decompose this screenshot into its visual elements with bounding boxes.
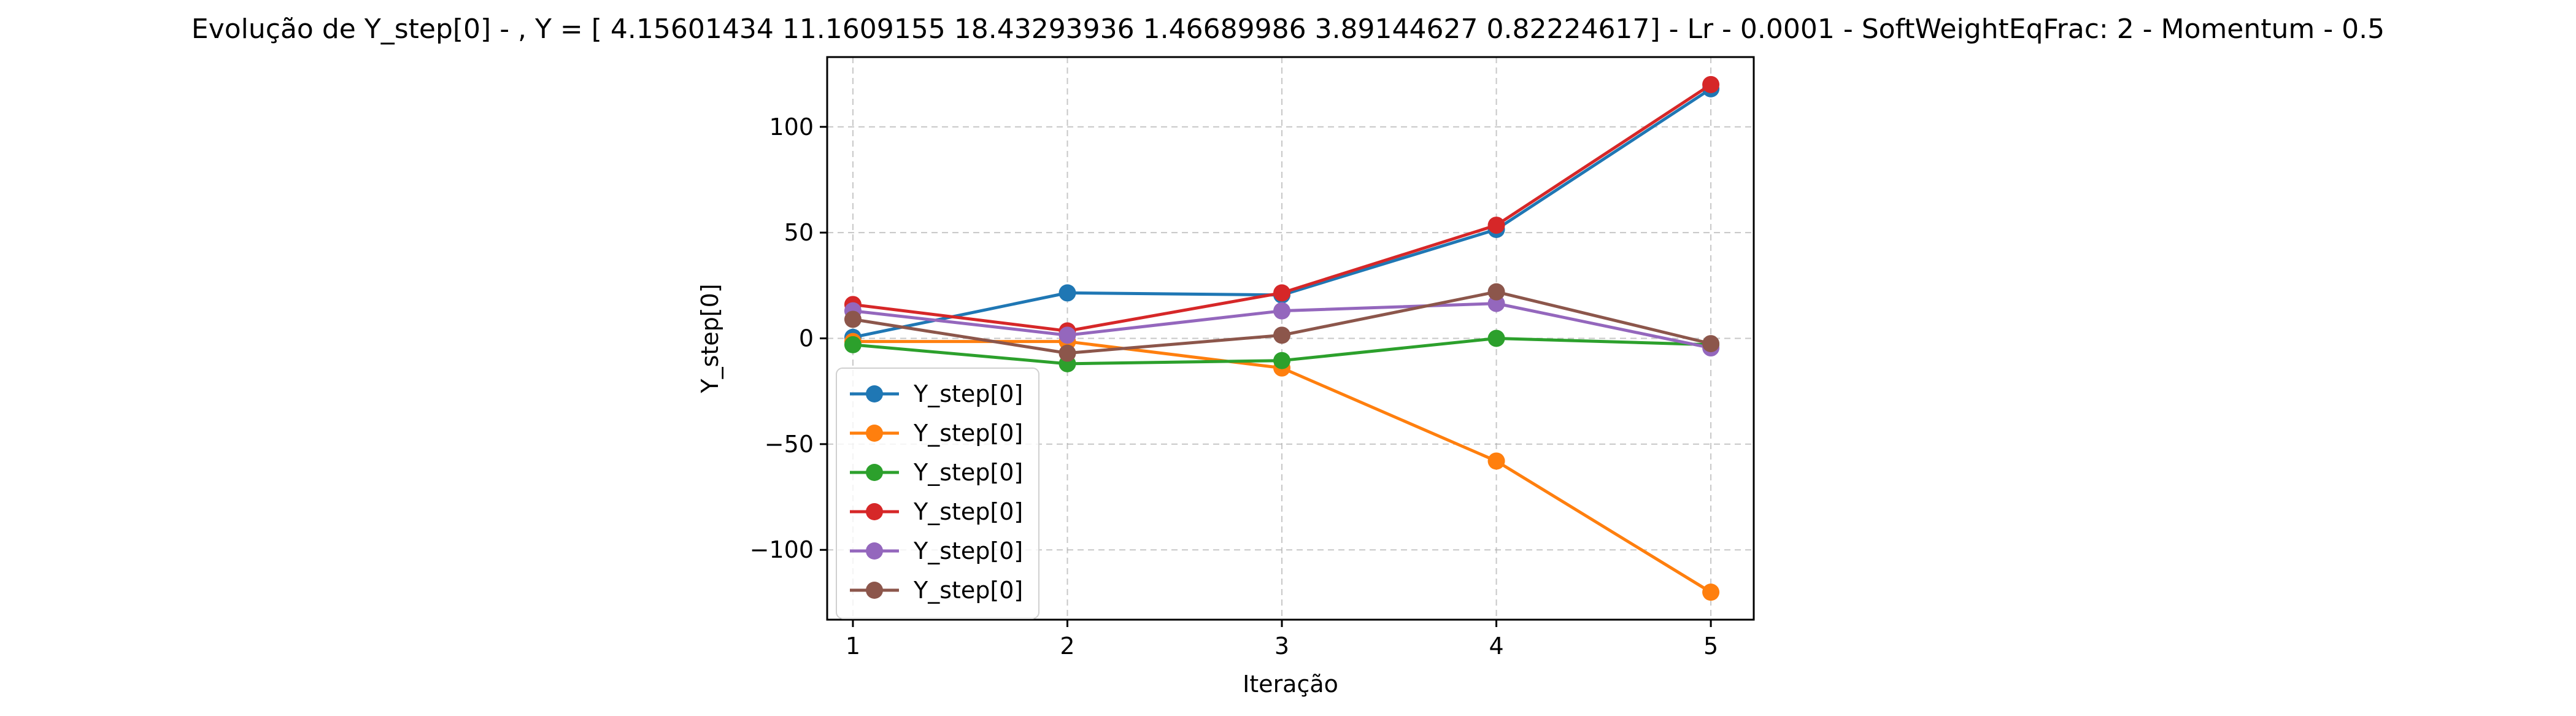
legend-label: Y_step[0] — [913, 380, 1023, 407]
data-point — [1273, 352, 1291, 369]
legend-marker — [866, 385, 883, 402]
legend-label: Y_step[0] — [913, 498, 1023, 525]
legend: Y_step[0] Y_step[0] Y_step[0] Y_step[0] Y_st… — [836, 368, 1039, 619]
series-6 — [844, 283, 1720, 362]
y-tick-label: −50 — [765, 431, 814, 458]
data-point — [1059, 326, 1076, 344]
x-tick-label: 5 — [1703, 633, 1718, 660]
x-axis-label: Iteração — [1243, 671, 1338, 698]
legend-marker — [866, 542, 883, 560]
legend-label: Y_step[0] — [913, 537, 1023, 564]
data-point — [1702, 75, 1720, 93]
data-point — [844, 336, 862, 353]
legend-marker — [866, 582, 883, 599]
axis-ticks: 1 2 3 4 5 −100 −50 0 50 100 — [750, 114, 1719, 660]
legend-item: Y_step[0] — [850, 498, 1023, 525]
x-tick-label: 1 — [846, 633, 860, 660]
legend-marker — [866, 503, 883, 520]
data-point — [1059, 284, 1076, 302]
legend-label: Y_step[0] — [913, 459, 1023, 486]
legend-item: Y_step[0] — [850, 459, 1023, 486]
legend-item: Y_step[0] — [850, 577, 1023, 604]
data-point — [1702, 335, 1720, 353]
data-point — [1273, 326, 1291, 344]
legend-item: Y_step[0] — [850, 537, 1023, 564]
data-point — [1487, 217, 1505, 234]
data-point — [1273, 302, 1291, 320]
x-tick-label: 4 — [1489, 633, 1503, 660]
data-point — [1273, 284, 1291, 302]
x-tick-label: 2 — [1060, 633, 1074, 660]
legend-label: Y_step[0] — [913, 420, 1023, 447]
series-5 — [844, 294, 1720, 357]
series-layer — [844, 75, 1720, 601]
y-axis-label: Y_step[0] — [696, 283, 723, 393]
y-tick-label: 0 — [799, 325, 814, 352]
data-point — [844, 310, 862, 328]
y-tick-label: 100 — [769, 114, 814, 141]
chart-title: Evolução de Y_step[0] - , Y = [ 4.156014… — [191, 13, 2385, 45]
data-point — [1487, 329, 1505, 347]
x-tick-label: 3 — [1275, 633, 1289, 660]
legend-label: Y_step[0] — [913, 577, 1023, 604]
legend-marker — [866, 464, 883, 481]
data-point — [1702, 583, 1720, 601]
data-point — [1059, 344, 1076, 362]
grid-lines — [827, 57, 1754, 620]
y-tick-label: −100 — [750, 536, 814, 563]
data-point — [1487, 283, 1505, 301]
legend-item: Y_step[0] — [850, 380, 1023, 407]
y-tick-label: 50 — [784, 219, 814, 246]
data-point — [1487, 452, 1505, 470]
legend-marker — [866, 425, 883, 442]
legend-box — [836, 368, 1039, 619]
legend-item: Y_step[0] — [850, 420, 1023, 447]
